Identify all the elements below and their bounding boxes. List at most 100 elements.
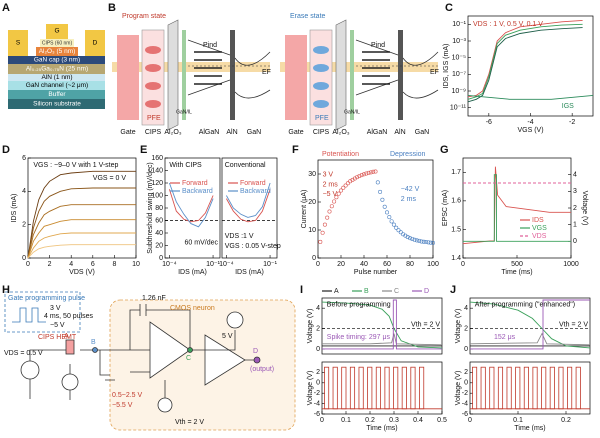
layer — [8, 81, 105, 90]
x-tick-label: 6 — [91, 261, 95, 268]
x-axis-label: Time (ms) — [514, 425, 545, 432]
series-line — [467, 19, 583, 98]
x-axis-label: IDS (mA) — [235, 269, 264, 276]
data-point — [412, 237, 417, 242]
label: CIPS — [313, 129, 330, 136]
label: EF — [262, 69, 271, 76]
dipole — [313, 46, 329, 54]
pulse — [410, 366, 416, 410]
dipole — [145, 64, 161, 72]
plot-frame — [467, 15, 594, 117]
pulse — [575, 366, 581, 410]
annotation: Conventional — [225, 162, 266, 169]
y-tick-label: 0 — [316, 380, 320, 387]
pulse — [341, 366, 347, 410]
legend-label: VDS — [532, 233, 547, 240]
reference-label: Vth = 2 V — [559, 321, 588, 328]
annotation: With CIPS — [169, 162, 202, 169]
label: −5 V — [50, 322, 65, 329]
algan-band — [355, 39, 399, 96]
label: AlGaN — [199, 129, 220, 136]
panel-label: C — [445, 2, 453, 14]
panel-b-drawing — [112, 19, 439, 131]
x-tick-label: 60 — [383, 261, 391, 268]
plot-frame — [321, 361, 443, 415]
label: Program state — [122, 13, 166, 20]
x-tick-label: 40 — [360, 261, 368, 268]
x-tick-label: 0 — [26, 261, 30, 268]
x-tick-label: 0.5 — [437, 417, 447, 424]
y-tick-label: 40 — [155, 230, 163, 237]
x-tick-label: 0.2 — [365, 417, 375, 424]
interlayer — [182, 30, 186, 120]
data-point — [338, 188, 343, 193]
label: Silicon substrate — [33, 101, 81, 108]
data-point — [357, 173, 362, 178]
label: C — [186, 355, 191, 362]
legend-label: C — [394, 288, 399, 295]
data-point — [343, 183, 348, 188]
op-amp — [204, 334, 246, 386]
plot-frame — [321, 297, 443, 355]
x-tick-label: 0.4 — [413, 417, 423, 424]
x-tick-label: 4 — [69, 261, 73, 268]
y-tick-label: 2 — [464, 325, 468, 332]
data-point — [361, 172, 366, 177]
legend-label: D — [424, 288, 429, 295]
data-point — [387, 215, 392, 220]
series-line — [469, 301, 591, 349]
panel-label: D — [2, 144, 10, 156]
y-tick-label: 140 — [151, 167, 163, 174]
y-tick-label: 4 — [22, 188, 26, 195]
dipole — [313, 100, 329, 108]
data-point — [405, 235, 410, 240]
plot-frame — [27, 157, 137, 259]
legend-label: A — [334, 288, 339, 295]
plot-frame — [469, 361, 591, 415]
panel-label: F — [292, 144, 299, 156]
layer — [36, 47, 78, 56]
layer — [8, 74, 105, 81]
series-line — [168, 189, 214, 223]
series-line — [467, 23, 583, 100]
x-tick-label: 8 — [112, 261, 116, 268]
data-point — [355, 175, 360, 180]
label: GaN — [247, 129, 261, 136]
dipole — [145, 82, 161, 90]
pulse — [506, 366, 512, 410]
label: 5 V — [222, 333, 233, 340]
x-tick-label: 100 — [427, 261, 439, 268]
y-tick-label: 1.7 — [451, 169, 461, 176]
series-line — [470, 299, 590, 350]
reference-label: 60 mV/dec — [185, 239, 219, 246]
data-point — [430, 240, 435, 245]
panel-label: B — [108, 2, 116, 14]
legend-label: Backward — [240, 188, 271, 195]
annotation: VDS :1 V — [225, 233, 254, 240]
label: PFE — [315, 115, 329, 122]
label: Pind — [203, 42, 217, 49]
source — [61, 373, 79, 391]
y2-tick-label: 4 — [573, 172, 577, 179]
y-axis-label: Subthreshold swing (mV/dec) — [147, 162, 154, 253]
label: Gate — [288, 129, 303, 136]
data-point — [327, 209, 332, 214]
pulse — [515, 366, 521, 410]
pulse — [358, 366, 364, 410]
label: Erase state — [290, 13, 326, 20]
x-tick-label: 0 — [316, 261, 320, 268]
label: Al₀.₂₅Ga₀.₇₅N (25 nm) — [26, 66, 88, 73]
layer — [8, 90, 105, 99]
label: D — [253, 348, 258, 355]
pulse — [384, 366, 390, 410]
x-tick-label: 10 — [132, 261, 140, 268]
pulse — [541, 366, 547, 410]
annotation: IGS — [562, 103, 574, 110]
layer — [8, 56, 105, 64]
y-tick-label: 2 — [464, 369, 468, 376]
legend-label: Forward — [240, 180, 266, 187]
data-point — [375, 180, 380, 185]
x-tick-label: 0 — [461, 261, 465, 268]
x-axis-label: Pulse number — [354, 269, 398, 276]
